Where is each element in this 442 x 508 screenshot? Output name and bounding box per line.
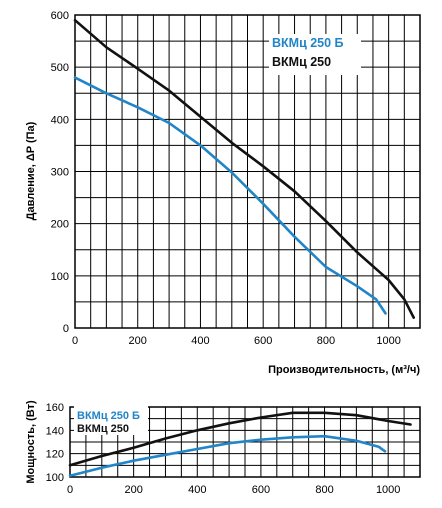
y-tick-label: 400 <box>51 114 69 126</box>
series-line-blue <box>68 434 387 478</box>
legend-background <box>269 34 361 75</box>
x-tick-label: 400 <box>188 484 206 496</box>
y-tick-label: 100 <box>51 271 69 283</box>
x-tick-label: 200 <box>124 484 142 496</box>
legend-entry-blue: ВКМц 250 Б <box>272 36 344 50</box>
x-tick-label: 800 <box>317 335 335 347</box>
x-tick-label: 600 <box>254 335 272 347</box>
legend-entry-blue: ВКМц 250 Б <box>77 410 140 422</box>
y-tick-label: 300 <box>51 167 69 179</box>
y-tick-label: 200 <box>51 219 69 231</box>
plot-frame <box>74 14 421 329</box>
x-axis-label: Производительность, (м³/ч) <box>268 364 420 376</box>
legend-entry-black: ВКМц 250 <box>77 423 129 435</box>
y-tick-label: 160 <box>46 402 64 414</box>
pressure-chart: 0 200 400 600 800 1000 0 100 200 300 400 500 600 ВКМц… <box>25 10 421 376</box>
x-tick-label: 0 <box>67 484 73 496</box>
y-tick-label: 140 <box>46 425 64 437</box>
y-tick-label: 600 <box>51 10 69 22</box>
y-tick-label: 120 <box>46 449 64 461</box>
series-line-blue <box>73 76 387 315</box>
plot-frame <box>69 406 421 478</box>
y-axis-label: Мощность, (Вт) <box>25 400 37 484</box>
x-tick-label: 600 <box>252 484 270 496</box>
legend-background <box>74 406 148 435</box>
y-tick-label: 100 <box>46 472 64 484</box>
legend-entry-black: ВКМц 250 <box>272 55 331 69</box>
power-chart: 0 200 400 600 800 1000 100 120 140 160 ВКМц 250 БВ… <box>25 400 421 496</box>
x-tick-label: 400 <box>191 335 209 347</box>
x-tick-label: 0 <box>72 335 78 347</box>
series-line-black <box>73 18 415 319</box>
x-tick-label: 800 <box>315 484 333 496</box>
x-tick-label: 1000 <box>376 484 400 496</box>
y-tick-label: 0 <box>63 323 69 335</box>
series-line-black <box>68 411 412 467</box>
y-axis-label: Давление, ΔP (Па) <box>25 121 37 220</box>
x-tick-label: 1000 <box>376 335 400 347</box>
y-tick-label: 500 <box>51 62 69 74</box>
x-tick-label: 200 <box>129 335 147 347</box>
